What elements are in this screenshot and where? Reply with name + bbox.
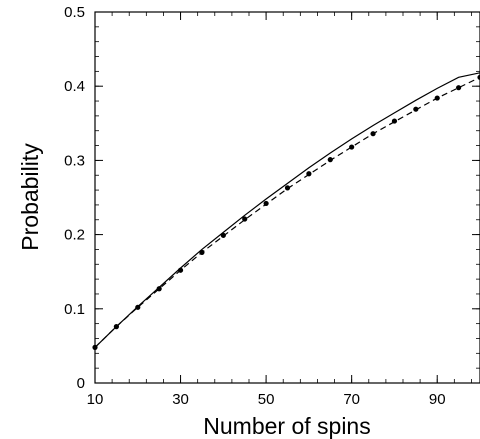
x-tick-label: 70: [343, 391, 360, 408]
data-point: [135, 304, 141, 310]
plot-frame: [94, 11, 480, 384]
data-point: [370, 131, 376, 137]
data-point: [413, 106, 419, 112]
y-tick-label: 0.1: [64, 301, 85, 318]
axis-ticks: [94, 11, 480, 384]
data-point: [263, 200, 269, 207]
data-point: [177, 267, 184, 273]
data-point: [156, 286, 162, 292]
data-point: [199, 249, 205, 256]
series-layer: [92, 72, 480, 350]
data-point: [434, 95, 440, 101]
solid-series-line: [94, 72, 480, 348]
dashed-series-line: [94, 76, 480, 348]
y-tick-label: 0.3: [64, 152, 85, 169]
x-tick-label: 10: [87, 391, 104, 408]
axis-tick-labels: 0 0.1 0.2 0.3 0.4 0.5 10 30 50 70 90: [64, 4, 445, 408]
data-point: [327, 157, 333, 163]
data-point: [306, 171, 312, 177]
data-point: [113, 324, 119, 330]
y-tick-label: 0.5: [64, 4, 85, 21]
data-point: [242, 216, 248, 222]
x-tick-label: 30: [172, 391, 189, 408]
y-tick-label: 0.2: [64, 227, 85, 244]
data-point: [284, 185, 291, 191]
data-point: [477, 74, 480, 80]
data-point: [349, 144, 355, 150]
data-point: [92, 344, 98, 350]
x-axis-title: Number of spins: [203, 413, 370, 439]
data-point: [220, 232, 226, 238]
data-point: [456, 85, 462, 91]
y-axis-title: Probability: [17, 143, 43, 251]
y-tick-label: 0: [77, 375, 85, 392]
x-tick-label: 90: [429, 391, 446, 408]
y-tick-label: 0.4: [64, 78, 85, 95]
x-tick-label: 50: [258, 391, 275, 408]
data-point: [391, 118, 398, 124]
